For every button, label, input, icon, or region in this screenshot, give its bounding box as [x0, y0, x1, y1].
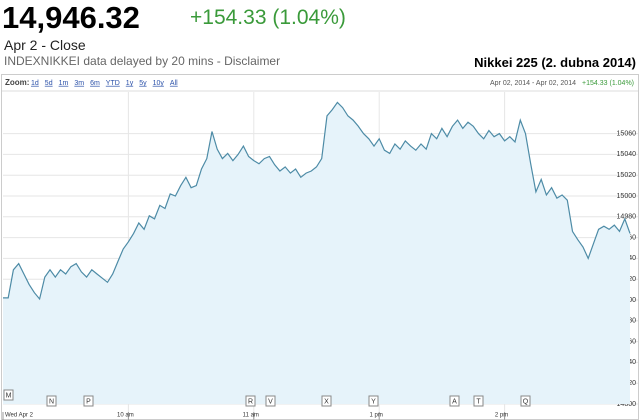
zoom-option[interactable]: All [170, 80, 178, 87]
zoom-option[interactable]: 6m [90, 80, 100, 87]
x-tick-label: 11 am [243, 413, 259, 419]
price: 14,946.32 [2, 0, 140, 35]
range-label: Apr 02, 2014 - Apr 02, 2014 [490, 80, 576, 87]
chart: Zoom: +154.33 (1.04%) Apr 02, 2014 - Apr… [1, 74, 639, 420]
news-flag[interactable] [321, 395, 332, 407]
news-flag[interactable] [265, 395, 276, 407]
news-flag[interactable] [368, 395, 379, 407]
zoom-option[interactable]: 1m [59, 80, 69, 87]
news-flag[interactable] [83, 395, 94, 407]
news-flag-label: T [476, 398, 481, 405]
zoom-option[interactable]: 5d [45, 80, 53, 87]
news-flag-label: X [324, 398, 329, 405]
zoom-option[interactable]: 3m [74, 80, 84, 87]
y-tick-label: 14800 [617, 401, 637, 408]
delay-note: INDEXNIKKEI data delayed by 20 mins - Di… [4, 54, 281, 68]
news-flag[interactable] [473, 395, 484, 407]
zoom-label: Zoom: [5, 78, 29, 87]
news-flag-label: A [452, 398, 457, 405]
news-flag-label: Q [523, 398, 529, 405]
x-tick-label: 1 pm [370, 413, 383, 419]
zoom-option[interactable]: 5y [139, 80, 147, 87]
y-tick-label: 15020 [617, 172, 637, 179]
close-label: Apr 2 - Close [4, 37, 86, 53]
x-tick-label: 10 am [117, 413, 134, 419]
news-flag-label: V [268, 398, 273, 405]
area [3, 102, 630, 405]
news-flag[interactable] [3, 389, 14, 401]
price-change: +154.33 (1.04%) [190, 6, 346, 29]
x-tick-label: Wed Apr 2 [5, 413, 34, 419]
zoom-option[interactable]: 1d [31, 80, 39, 87]
range-change: +154.33 (1.04%) [582, 80, 634, 87]
news-flag[interactable] [520, 395, 531, 407]
news-flag[interactable] [245, 395, 256, 407]
y-tick-label: 15040 [617, 151, 637, 158]
x-tick-label: 2 pm [495, 413, 508, 419]
line [3, 101, 631, 301]
news-flag-label: R [248, 398, 253, 405]
news-flag-label: N [49, 398, 54, 405]
zoom-option[interactable]: YTD [106, 80, 120, 87]
news-flag[interactable] [449, 395, 460, 407]
y-tick-label: 15000 [617, 193, 637, 200]
zoom-option[interactable]: 1y [126, 80, 134, 87]
y-tick-label: 15060 [617, 130, 637, 137]
news-flag-label: P [86, 398, 91, 405]
news-flag[interactable] [46, 395, 57, 407]
news-flag-label: Y [371, 398, 376, 405]
zoom-option[interactable]: 10y [153, 80, 165, 87]
y-tick-label: 14980 [617, 214, 637, 221]
news-flag-label: M [6, 392, 12, 399]
chart-title: Nikkei 225 (2. dubna 2014) [474, 55, 636, 70]
